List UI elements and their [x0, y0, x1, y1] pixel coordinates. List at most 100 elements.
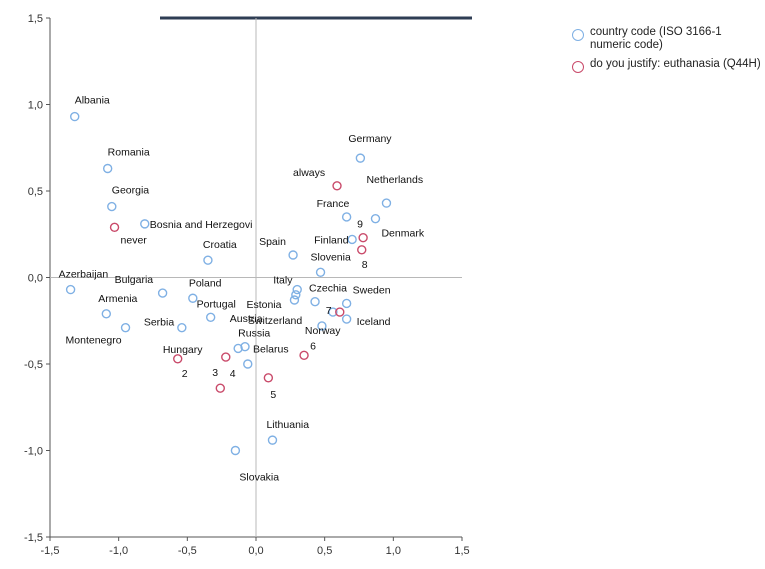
country-point: [188, 293, 198, 303]
response-point: [332, 181, 342, 191]
country-point: [205, 312, 216, 322]
legend-item-country-code: country code (ISO 3166-1 numeric code): [572, 26, 762, 52]
point-label: Azerbaijan: [59, 269, 109, 281]
scatter-chart: -1,5 -1,0 -0,5 0,0 0,5 1,0 1,5 1,5 1,0 0,5 0,0 -0,5…: [24, 13, 472, 557]
point-label: 5: [270, 389, 276, 401]
country-point: [381, 198, 392, 208]
point-label: 9: [357, 219, 363, 231]
country-point: [230, 445, 241, 456]
point-label: Germany: [348, 133, 392, 145]
response-point: [109, 222, 120, 233]
country-point: [240, 342, 250, 352]
country-point: [267, 435, 278, 445]
x-tick-label: -1,0: [109, 545, 128, 557]
response-point: [335, 307, 345, 317]
point-label: Czechia: [309, 283, 347, 295]
point-label: 7: [326, 305, 332, 317]
legend: country code (ISO 3166-1 numeric code) d…: [572, 26, 762, 79]
y-tick-label: 1,0: [28, 100, 43, 112]
point-label: Serbia: [144, 317, 175, 329]
point-label: Armenia: [98, 293, 137, 305]
point-label: 8: [362, 259, 368, 271]
country-point: [203, 255, 213, 265]
point-label: Switzerland: [248, 315, 302, 327]
x-tick-label: 0,0: [248, 545, 263, 557]
point-label: Slovakia: [239, 472, 279, 484]
point-label: Georgia: [112, 185, 150, 197]
point-label: Spain: [259, 236, 286, 248]
point-labels: Albania Romania Georgia Bosnia and Herzegov…: [59, 95, 425, 484]
country-point: [233, 343, 243, 354]
country-point: [288, 250, 298, 260]
legend-marker-circle-icon: [572, 29, 584, 41]
legend-label: country code (ISO 3166-1 numeric code): [590, 26, 722, 51]
point-label: Hungary: [163, 344, 203, 356]
country-point: [317, 321, 327, 331]
country-point: [101, 309, 112, 319]
y-tick-label: -1,0: [24, 446, 43, 458]
y-tick-label: 0,5: [28, 186, 43, 198]
point-label: Poland: [189, 277, 222, 289]
legend-label: do you justify: euthanasia (Q44H): [590, 58, 761, 70]
country-point: [120, 322, 131, 333]
y-tick-label: 0,0: [28, 273, 43, 285]
response-point: [263, 373, 274, 383]
legend-marker-circle-icon: [572, 61, 584, 73]
point-label: Finland: [314, 234, 349, 246]
point-label: Romania: [108, 147, 150, 159]
response-point: [215, 383, 225, 393]
point-label: Montenegro: [66, 335, 122, 347]
point-label: Netherlands: [366, 174, 423, 186]
y-tick-label: -0,5: [24, 359, 43, 371]
point-label: Belarus: [253, 344, 289, 356]
point-label: 3: [212, 367, 218, 379]
point-label: 2: [182, 368, 188, 380]
point-label: Austria: [230, 313, 263, 325]
point-label: Lithuania: [266, 419, 309, 431]
response-point: [221, 352, 231, 362]
country-point: [347, 234, 357, 245]
point-label: never: [121, 234, 148, 246]
point-label: Albania: [75, 95, 110, 107]
point-label: 4: [230, 368, 236, 380]
point-label: 6: [310, 340, 316, 352]
x-tick-label: -0,5: [178, 545, 197, 557]
x-tick-label: 1,5: [454, 545, 469, 557]
country-point: [341, 212, 352, 222]
point-label: Bosnia and Herzegovi: [150, 219, 253, 231]
country-point: [291, 290, 301, 300]
point-label: Russia: [238, 327, 270, 339]
response-point: [173, 354, 183, 364]
country-point: [328, 307, 338, 317]
point-label: Bulgaria: [115, 274, 154, 286]
country-point: [177, 322, 187, 333]
point-label: Sweden: [353, 284, 391, 296]
country-point: [65, 284, 76, 295]
country-point: [107, 201, 117, 212]
response-point: [357, 245, 367, 255]
country-point: [243, 359, 253, 369]
point-label: Portugal: [197, 298, 236, 310]
country-point: [315, 267, 326, 278]
country-point: [292, 284, 302, 295]
point-label: France: [317, 198, 350, 210]
country-point: [140, 219, 150, 229]
point-label: Norway: [305, 325, 341, 337]
point-label: Estonia: [246, 299, 281, 311]
tick-labels: -1,5 -1,0 -0,5 0,0 0,5 1,0 1,5 1,5 1,0 0,5 0,0 -0,5…: [24, 13, 470, 557]
country-point: [341, 298, 352, 309]
country-point: [370, 213, 381, 224]
legend-item-euthanasia: do you justify: euthanasia (Q44H): [572, 58, 762, 73]
point-label: Croatia: [203, 239, 237, 251]
response-point: [358, 233, 368, 243]
country-point: [102, 163, 113, 174]
y-tick-label: 1,5: [28, 13, 43, 25]
country-point: [310, 297, 320, 307]
point-label: Italy: [273, 275, 293, 287]
country-point: [355, 153, 366, 163]
point-label: Iceland: [357, 316, 391, 328]
country-point: [157, 288, 168, 298]
x-tick-label: 0,5: [317, 545, 332, 557]
point-label: Denmark: [381, 228, 424, 240]
x-tick-label: 1,0: [386, 545, 401, 557]
